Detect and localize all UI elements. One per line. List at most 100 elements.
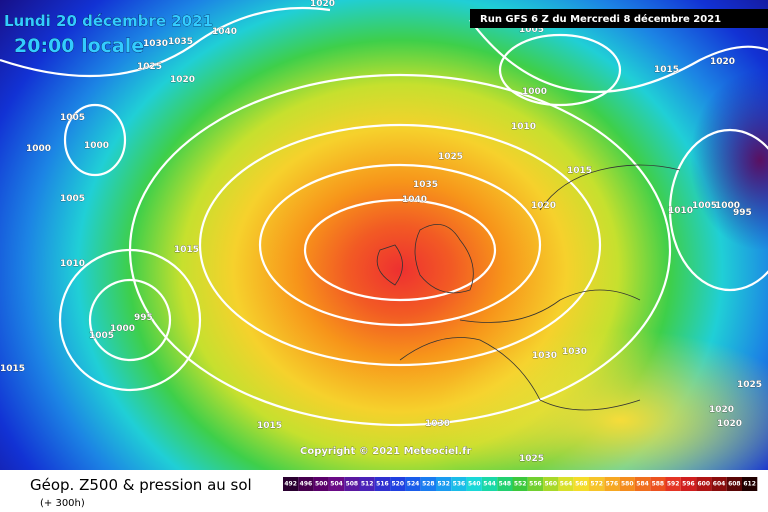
- scale-swatch: [466, 477, 482, 491]
- scale-swatch: [420, 477, 436, 491]
- scale-label: 508: [346, 481, 359, 488]
- isobar-label: 1025: [137, 62, 162, 72]
- isobar-label: 1015: [0, 364, 25, 374]
- isobar-label: 1015: [174, 245, 199, 255]
- scale-label: 496: [300, 481, 313, 488]
- scale-swatch: [451, 477, 467, 491]
- scale-label: 552: [514, 481, 527, 488]
- run-info: Run GFS 6 Z du Mercredi 8 décembre 2021: [480, 13, 721, 25]
- scale-swatch: [711, 477, 727, 491]
- isobar-label: 1000: [110, 324, 135, 334]
- isobar-label: 1020: [310, 0, 335, 9]
- isobar-label: 1005: [89, 331, 114, 341]
- forecast-date: Lundi 20 décembre 2021: [4, 12, 213, 30]
- scale-swatch: [328, 477, 345, 491]
- scale-label: 612: [743, 481, 756, 488]
- scale-label: 556: [529, 481, 542, 488]
- scale-swatch: [558, 477, 574, 491]
- scale-swatch: [696, 477, 712, 491]
- scale-label: 608: [728, 481, 741, 488]
- scale-swatch: [573, 477, 589, 491]
- isobar-label: 1000: [522, 87, 547, 97]
- isobar-label: 1020: [709, 405, 734, 415]
- scale-swatch: [604, 477, 620, 491]
- scale-swatch: [390, 477, 406, 491]
- coastlines: [376, 164, 681, 411]
- scale-swatch: [344, 477, 360, 491]
- scale-swatch: [619, 477, 635, 491]
- footer-title: Géop. Z500 & pression au sol: [30, 476, 252, 494]
- isobar-label: 1025: [519, 454, 544, 464]
- scale-swatch: [298, 477, 314, 491]
- scale-swatch: [313, 477, 329, 491]
- scale-label: 504: [330, 481, 343, 488]
- forecast-lead: (+ 300h): [40, 498, 85, 509]
- scale-swatch: [359, 477, 375, 491]
- scale-label: 604: [713, 481, 726, 488]
- isobar-label: 1030: [562, 347, 587, 357]
- isobar-label: 1035: [413, 180, 438, 190]
- scale-label: 492: [284, 481, 297, 488]
- scale-swatch: [680, 477, 697, 491]
- color-scale: 492 496 500 504 508 512 516 520 524 528 532 536 540 5…: [283, 477, 758, 491]
- scale-label: 580: [621, 481, 634, 488]
- scale-swatch: [543, 477, 559, 491]
- run-box: [470, 9, 768, 28]
- isobar-label: 1020: [170, 75, 195, 85]
- isobar-label: 1010: [668, 206, 693, 216]
- scale-swatch: [650, 477, 666, 491]
- copyright: Copyright © 2021 Meteociel.fr: [300, 446, 471, 457]
- isobar-label: 1005: [60, 113, 85, 123]
- scale-swatch: [527, 477, 544, 491]
- isobar-label: 1020: [531, 201, 556, 211]
- isobar-label: 1035: [168, 37, 193, 47]
- scale-swatch: [665, 477, 681, 491]
- isobar-label: 1040: [212, 27, 237, 37]
- scale-label: 512: [361, 481, 374, 488]
- isobar-label: 1040: [402, 195, 427, 205]
- isobar-label: 1010: [60, 259, 85, 269]
- scale-label: 532: [437, 481, 450, 488]
- field-patch: [430, 330, 768, 510]
- scale-swatch: [589, 477, 605, 491]
- scale-swatch: [374, 477, 391, 491]
- scale-swatch: [405, 477, 421, 491]
- scale-label: 544: [483, 481, 496, 488]
- scale-label: 596: [682, 481, 695, 488]
- isobar-label: 1015: [257, 421, 282, 431]
- scale-label: 548: [499, 481, 512, 488]
- isobar-label: 1000: [715, 201, 740, 211]
- scale-label: 588: [652, 481, 665, 488]
- scale-label: 568: [575, 481, 588, 488]
- scale-swatch: [726, 477, 742, 491]
- isobar-label: 1005: [60, 194, 85, 204]
- isobar-label: 1025: [438, 152, 463, 162]
- scale-swatch: [481, 477, 498, 491]
- scale-label: 536: [453, 481, 466, 488]
- scale-label: 500: [315, 481, 328, 488]
- isobar-label: 995: [134, 313, 153, 323]
- scale-label: 560: [544, 481, 557, 488]
- isobar-label: 995: [733, 208, 752, 218]
- isobar-label: 1005: [519, 25, 544, 35]
- scale-swatch: [512, 477, 528, 491]
- isobar-label: 1025: [737, 380, 762, 390]
- isobar-label: 1010: [511, 122, 536, 132]
- scale-swatch: [742, 477, 758, 491]
- scale-label: 564: [560, 481, 573, 488]
- scale-label: 520: [391, 481, 404, 488]
- scale-label: 592: [667, 481, 680, 488]
- field-patch: [690, 70, 768, 250]
- isobar-label: 1015: [654, 65, 679, 75]
- isobar-label: 1015: [567, 166, 592, 176]
- forecast-time: 20:00 locale: [14, 35, 144, 57]
- scale-label: 584: [636, 481, 649, 488]
- scale-label: 600: [697, 481, 710, 488]
- scale-swatch: [497, 477, 513, 491]
- scale-label: 516: [376, 481, 389, 488]
- scale-label: 576: [606, 481, 619, 488]
- isobars: [0, 6, 768, 427]
